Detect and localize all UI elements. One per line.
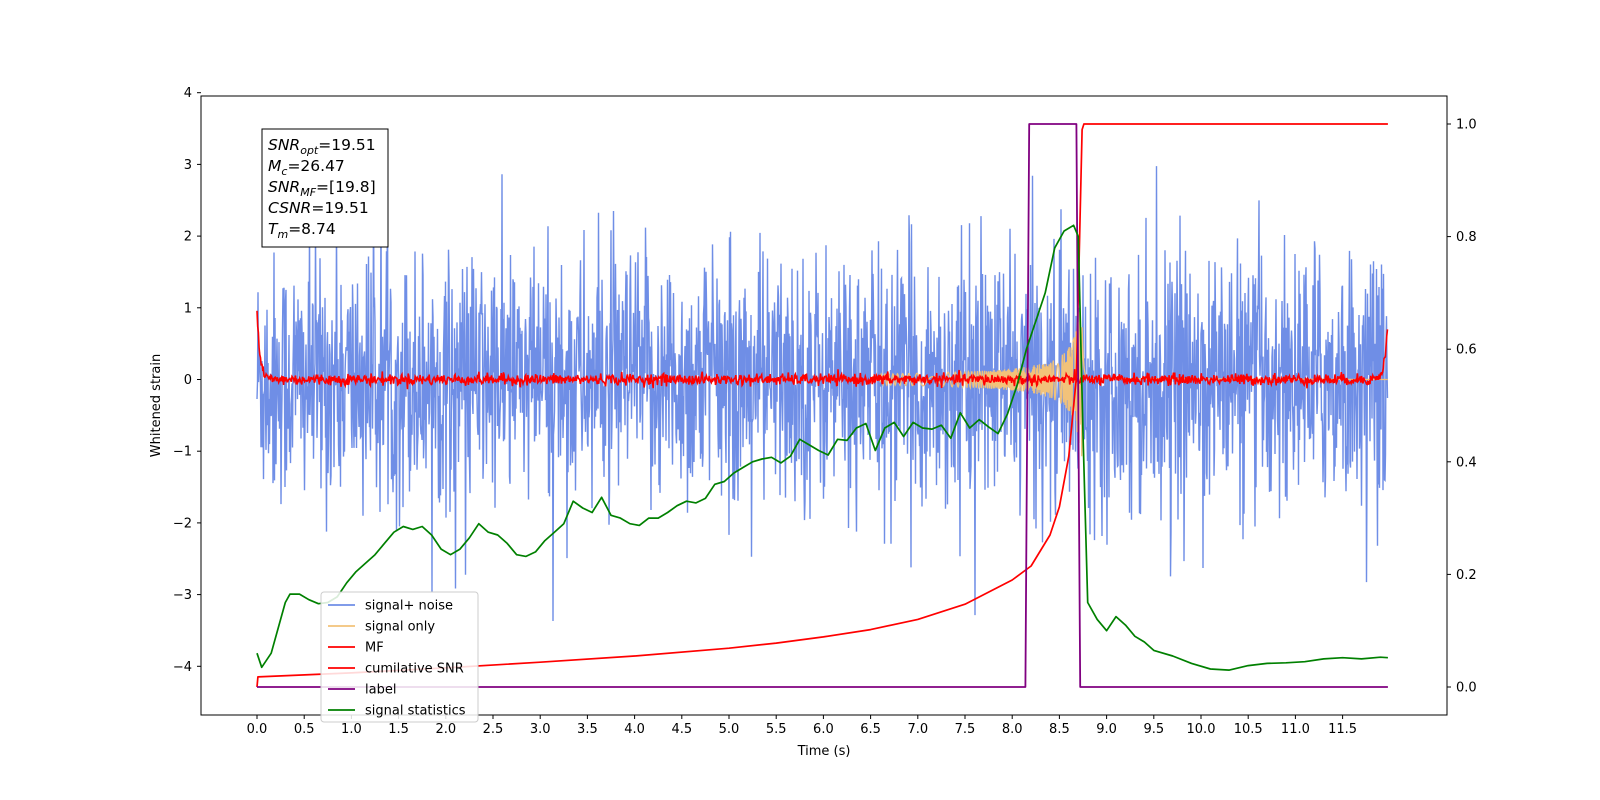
x-tick-label: 0.0 <box>247 722 268 737</box>
series-mf <box>256 310 1389 390</box>
x-tick-label: 4.0 <box>624 722 645 737</box>
annotation-line: SNRopt=19.51 <box>268 136 376 157</box>
y2-tick-label: 0.0 <box>1456 681 1477 696</box>
legend-label: label <box>365 683 396 698</box>
y-tick-label: 3 <box>184 158 192 173</box>
x-tick-label: 1.5 <box>388 722 409 737</box>
y-tick-label: −1 <box>173 445 192 460</box>
x-tick-label: 7.0 <box>907 722 928 737</box>
legend-frame <box>320 591 479 723</box>
x-tick-label: 3.0 <box>530 722 551 737</box>
series-cumulative-snr <box>256 123 1388 688</box>
x-tick-label: 2.0 <box>435 722 456 737</box>
x-axis-label: Time (s) <box>797 744 851 759</box>
y2-tick-label: 0.4 <box>1456 455 1477 470</box>
plot-frame <box>200 95 1448 716</box>
axes: 0.0 0.5 1.0 1.5 2.0 2.5 3.0 3.5 4.0 4.5 5.0 5.5 6.0 6… <box>149 86 1477 759</box>
y-axis-label: Whitened strain <box>149 354 164 457</box>
series-signal-noise <box>256 140 1389 622</box>
y-tick-label: 2 <box>184 230 192 245</box>
x-tick-label: 10.5 <box>1234 722 1263 737</box>
annotation-line: Tm=8.74 <box>268 220 336 241</box>
x-tick-label: 5.5 <box>766 722 787 737</box>
y-tick-label: −4 <box>173 660 192 675</box>
x-tick-label: 11.0 <box>1281 722 1310 737</box>
x-tick-label: 8.5 <box>1049 722 1070 737</box>
x-tick-label: 9.0 <box>1096 722 1117 737</box>
y-tick-label: 4 <box>184 86 192 101</box>
y2-tick-label: 1.0 <box>1456 118 1477 133</box>
x-tick-label: 8.0 <box>1002 722 1023 737</box>
y-tick-label: 0 <box>184 373 192 388</box>
annotation-line: SNRMF=[19.8] <box>268 178 376 199</box>
x-tick-label: 10.0 <box>1187 722 1216 737</box>
y2-tick-label: 0.2 <box>1456 568 1477 583</box>
plot-area <box>256 123 1389 688</box>
y-tick-label: −2 <box>173 516 192 531</box>
annotation-line: Mc=26.47 <box>268 157 345 178</box>
legend-label: signal+ noise <box>365 599 453 614</box>
legend-label: MF <box>365 641 384 656</box>
legend-label: signal statistics <box>365 704 466 719</box>
x-tick-label: 0.5 <box>294 722 315 737</box>
x-tick-label: 6.0 <box>813 722 834 737</box>
legend-label: cumilative SNR <box>365 662 464 677</box>
series-label <box>257 123 1388 688</box>
x-tick-label: 5.0 <box>719 722 740 737</box>
x-tick-label: 1.0 <box>341 722 362 737</box>
x-tick-label: 2.5 <box>483 722 504 737</box>
x-tick-label: 4.5 <box>671 722 692 737</box>
y2-tick-label: 0.6 <box>1456 343 1477 358</box>
legend: signal+ noise signal only MF cumilative SNR… <box>320 591 479 723</box>
y-tick-label: 1 <box>184 301 192 316</box>
y2-tick-label: 0.8 <box>1456 230 1477 245</box>
x-tick-label: 3.5 <box>577 722 598 737</box>
legend-label: signal only <box>365 620 435 635</box>
series-signal-statistics <box>256 224 1388 671</box>
x-tick-label: 6.5 <box>860 722 881 737</box>
x-tick-label: 11.5 <box>1328 722 1357 737</box>
x-tick-label: 9.5 <box>1143 722 1164 737</box>
annotation-box: SNRopt=19.51Mc=26.47SNRMF=[19.8]CSNR=19.… <box>261 128 389 248</box>
annotation-frame <box>261 128 389 248</box>
y-tick-label: −3 <box>173 588 192 603</box>
annotation-line: CSNR=19.51 <box>268 199 369 217</box>
x-tick-label: 7.5 <box>955 722 976 737</box>
